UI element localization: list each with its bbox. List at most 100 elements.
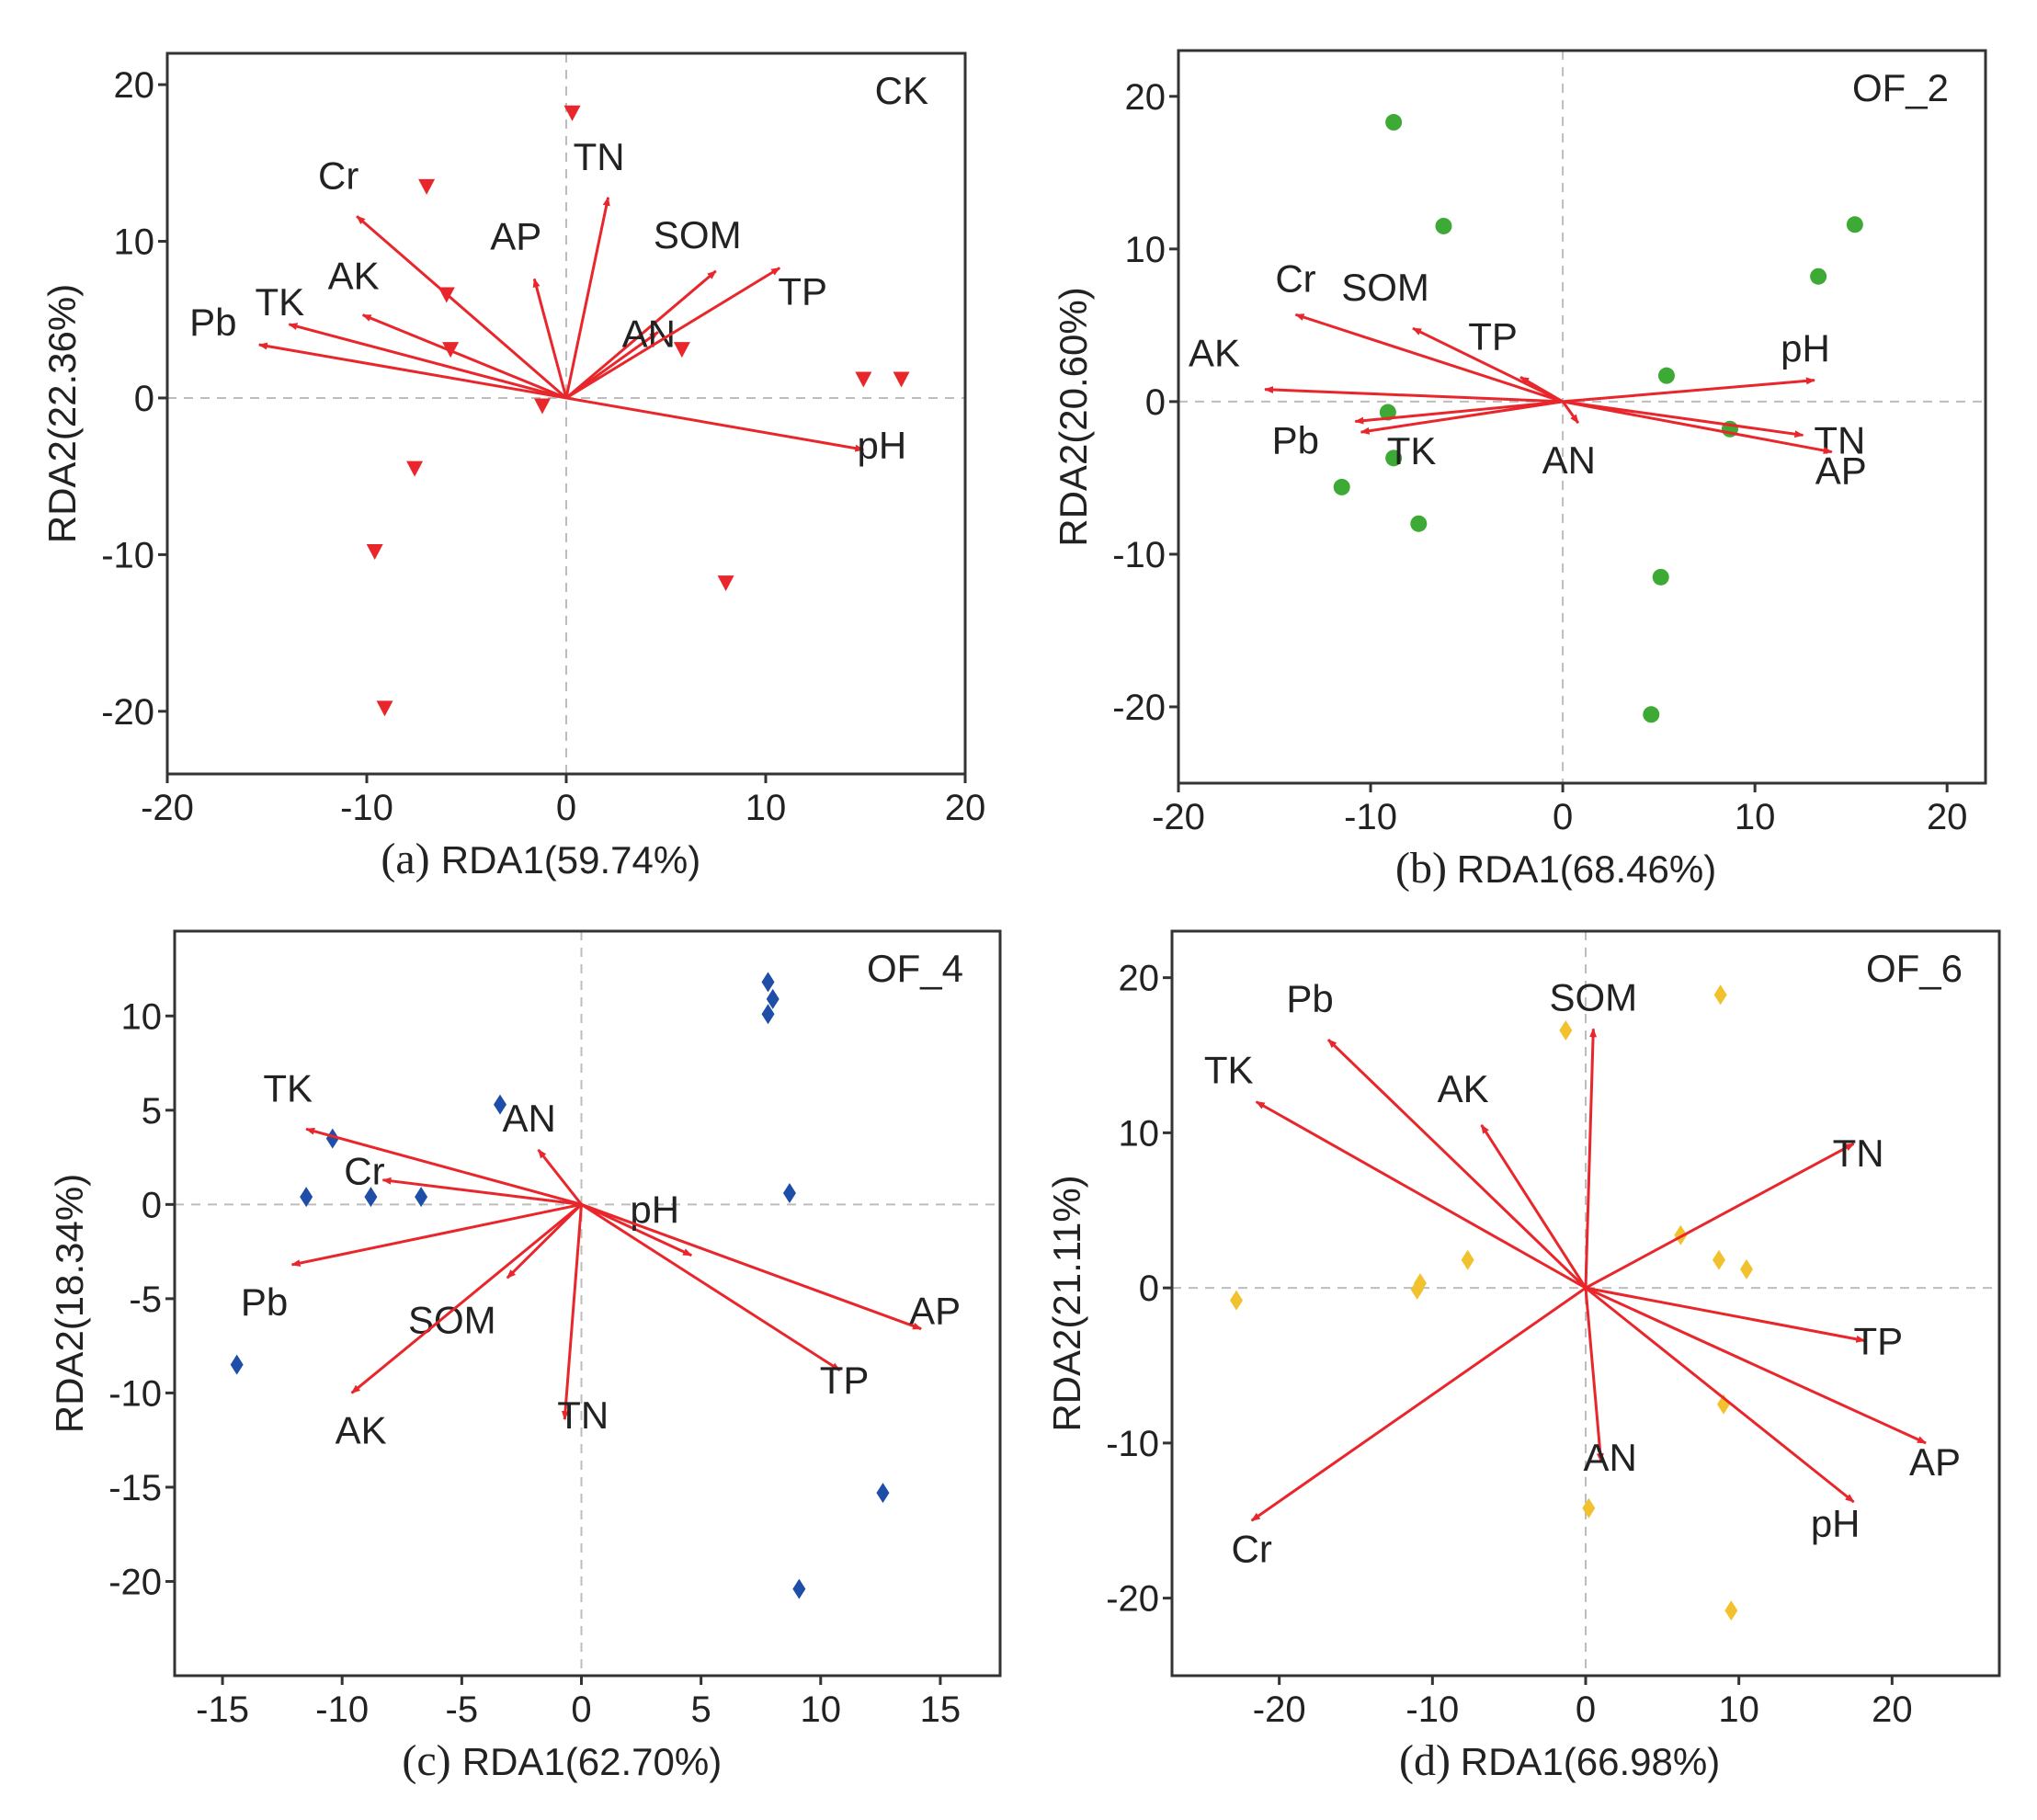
y-tick-label: 10 [1125,230,1166,270]
vector-arrow-ph [580,1202,693,1257]
vector-label-ak: AK [336,1408,387,1451]
vector-label-tp: TP [820,1359,870,1402]
x-tick-label: -10 [315,1689,369,1730]
x-tick-label: 0 [571,1689,591,1730]
vector-label-tp: TP [1853,1320,1903,1363]
vector-arrow-tp [565,267,781,400]
x-tick-label: 20 [1872,1689,1913,1730]
sample-point [1674,1224,1688,1246]
y-tick-label: -20 [101,692,154,733]
y-tick-label: 5 [142,1091,162,1132]
vector-arrow-ak [350,1203,583,1394]
x-tick-label: 10 [1718,1689,1759,1730]
x-axis-title: RDA1(59.74%) [441,838,700,882]
sample-point [418,178,436,195]
vector-arrow-tk [288,323,567,400]
vector-arrow-ap [532,278,568,399]
vector-arrow-pb [290,1202,582,1268]
vector-label-tn: TN [574,135,625,178]
sample-point [855,371,872,388]
vector-label-ap: AP [909,1290,961,1333]
sample-point [876,1483,890,1504]
x-tick-label: -5 [446,1689,479,1730]
vector-label-cr: Cr [1275,256,1315,300]
sample-point [364,1187,378,1208]
sample-point [1385,114,1403,131]
x-tick-label: 0 [1553,797,1573,837]
panel-name-label: CK [875,69,928,112]
rda-panel-3: -15 -10 -5 0 5 10 15 -20 -15 -10 -5 0 5 10 (c) RDA1(62.… [48,929,1002,1785]
vector-arrow-tk [305,1127,582,1206]
sample-point [766,988,780,1009]
panel-name-label: OF_4 [867,947,963,990]
sample-point [1657,367,1675,384]
x-tick-label: -10 [340,788,393,828]
vector-label-pb: Pb [241,1280,288,1324]
plot-frame [173,929,1002,1678]
vector-label-ph: pH [857,424,906,467]
vector-label-tp: TP [778,269,827,313]
vector-arrow-pb [1354,400,1564,425]
vector-arrow-som [565,269,717,400]
panel-letter: (b) [1395,844,1447,893]
y-axis-title: RDA2(21.11%) [1045,1175,1088,1431]
x-tick-label: 0 [556,788,576,828]
x-tick-label: -15 [196,1689,249,1730]
vector-arrow-ap [580,1202,923,1331]
sample-point [1230,1290,1243,1311]
sample-point [376,700,393,717]
y-tick-label: -20 [1112,688,1166,728]
vector-label-tp: TP [1468,314,1518,358]
panel-letter: (d) [1399,1736,1451,1785]
y-tick-label: 10 [1119,1113,1160,1154]
vector-label-tk: TK [256,280,305,324]
sample-point [493,1094,506,1115]
sample-point [300,1187,313,1208]
vector-arrow-tn [1562,400,1804,438]
vector-label-ph: pH [1781,327,1830,370]
vector-label-ap: AP [490,214,541,257]
panel-letter: (c) [402,1736,450,1785]
sample-point [1435,217,1452,234]
vector-arrow-pb [1326,1039,1587,1290]
vector-label-som: SOM [1549,975,1637,1018]
vector-label-som: SOM [654,213,742,256]
sample-point [563,105,581,121]
y-axis-title: RDA2(20.60%) [1052,287,1095,546]
vector-arrow-ph [565,396,865,452]
y-tick-label: -10 [1106,1424,1159,1464]
vector-label-tn: TN [557,1393,609,1437]
sample-point [325,1128,339,1149]
y-tick-label: -15 [108,1468,162,1508]
sample-point [1652,568,1669,586]
y-tick-label: 20 [114,65,155,106]
vector-arrow-tp [580,1203,841,1372]
vector-arrow-cr [356,215,567,400]
rda-panel-1: -20 -10 0 10 20 -20 -10 0 10 20 (a) RDA1(59.74%) RDA… [40,51,985,883]
sample-point [1410,515,1428,532]
vector-arrow-an [537,1148,583,1206]
x-tick-label: 5 [691,1689,711,1730]
y-tick-label: 0 [142,1185,162,1225]
vector-label-ak: AK [328,255,380,298]
sample-point [1559,1020,1573,1041]
vector-label-som: SOM [1341,266,1429,309]
panel-name-label: OF_2 [1852,66,1949,109]
x-tick-label: 10 [801,1689,842,1730]
sample-point [792,1578,806,1599]
vector-arrow-tn [1585,1142,1855,1290]
y-tick-label: 20 [1119,959,1160,999]
vector-arrow-ap [1585,1286,1927,1445]
y-tick-label: -10 [108,1373,162,1414]
x-tick-label: 10 [745,788,787,828]
x-tick-label: 0 [1576,1689,1596,1730]
vector-label-ak: AK [1438,1067,1489,1110]
sample-point [673,342,690,358]
sample-point [1333,478,1350,495]
vector-arrow-ph [1562,377,1815,404]
vector-arrow-tp [1519,376,1564,404]
plot-frame [1177,49,1987,785]
x-tick-label: -10 [1405,1689,1459,1730]
sample-point [893,371,910,388]
vector-arrow-som [506,1203,583,1280]
